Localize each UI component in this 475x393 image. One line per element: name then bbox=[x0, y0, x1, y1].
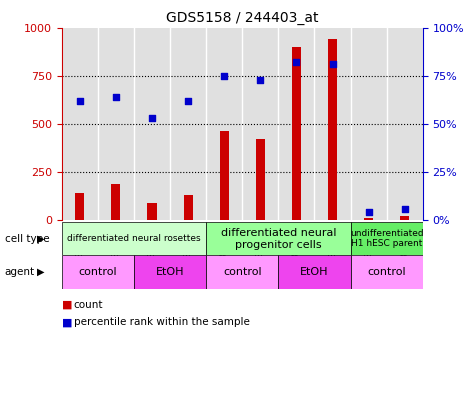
Text: count: count bbox=[74, 299, 103, 310]
Bar bbox=[351, 222, 423, 255]
Bar bbox=[364, 218, 373, 220]
Bar bbox=[351, 28, 387, 220]
Bar bbox=[219, 132, 229, 220]
Text: control: control bbox=[78, 267, 117, 277]
Text: EtOH: EtOH bbox=[300, 267, 329, 277]
Text: percentile rank within the sample: percentile rank within the sample bbox=[74, 317, 249, 327]
Bar bbox=[278, 255, 351, 289]
Point bbox=[365, 209, 372, 215]
Bar bbox=[147, 203, 157, 220]
Text: EtOH: EtOH bbox=[156, 267, 184, 277]
Text: control: control bbox=[223, 267, 262, 277]
Bar bbox=[351, 255, 423, 289]
Text: ▶: ▶ bbox=[37, 234, 44, 244]
Bar bbox=[328, 39, 337, 220]
Point bbox=[112, 94, 120, 100]
Bar bbox=[314, 28, 351, 220]
Point bbox=[220, 72, 228, 79]
Bar bbox=[242, 28, 278, 220]
Point bbox=[293, 59, 300, 65]
Point bbox=[256, 76, 264, 83]
Bar bbox=[111, 184, 121, 220]
Text: differentiated neural rosettes: differentiated neural rosettes bbox=[67, 234, 201, 243]
Bar bbox=[206, 28, 242, 220]
Bar bbox=[256, 139, 265, 220]
Bar bbox=[75, 193, 85, 220]
Point bbox=[184, 97, 192, 104]
Bar bbox=[278, 28, 314, 220]
Text: ■: ■ bbox=[62, 317, 72, 327]
Bar bbox=[134, 28, 170, 220]
Text: control: control bbox=[367, 267, 406, 277]
Bar bbox=[206, 222, 351, 255]
Bar bbox=[62, 28, 98, 220]
Text: ▶: ▶ bbox=[37, 267, 44, 277]
Point bbox=[401, 206, 408, 212]
Bar bbox=[292, 47, 301, 220]
Point bbox=[148, 115, 156, 121]
Bar bbox=[400, 216, 409, 220]
Text: undifferentiated
H1 hESC parent: undifferentiated H1 hESC parent bbox=[350, 229, 424, 248]
Point bbox=[329, 61, 336, 67]
Text: differentiated neural
progenitor cells: differentiated neural progenitor cells bbox=[220, 228, 336, 250]
Bar bbox=[134, 255, 206, 289]
Bar bbox=[62, 222, 206, 255]
Bar bbox=[170, 28, 206, 220]
Bar bbox=[387, 28, 423, 220]
Bar bbox=[206, 255, 278, 289]
Text: ■: ■ bbox=[62, 299, 72, 310]
Point bbox=[76, 97, 84, 104]
Bar bbox=[183, 195, 193, 220]
Title: GDS5158 / 244403_at: GDS5158 / 244403_at bbox=[166, 11, 319, 25]
Text: cell type: cell type bbox=[5, 234, 49, 244]
Bar bbox=[98, 28, 134, 220]
Bar bbox=[62, 255, 134, 289]
Text: agent: agent bbox=[5, 267, 35, 277]
